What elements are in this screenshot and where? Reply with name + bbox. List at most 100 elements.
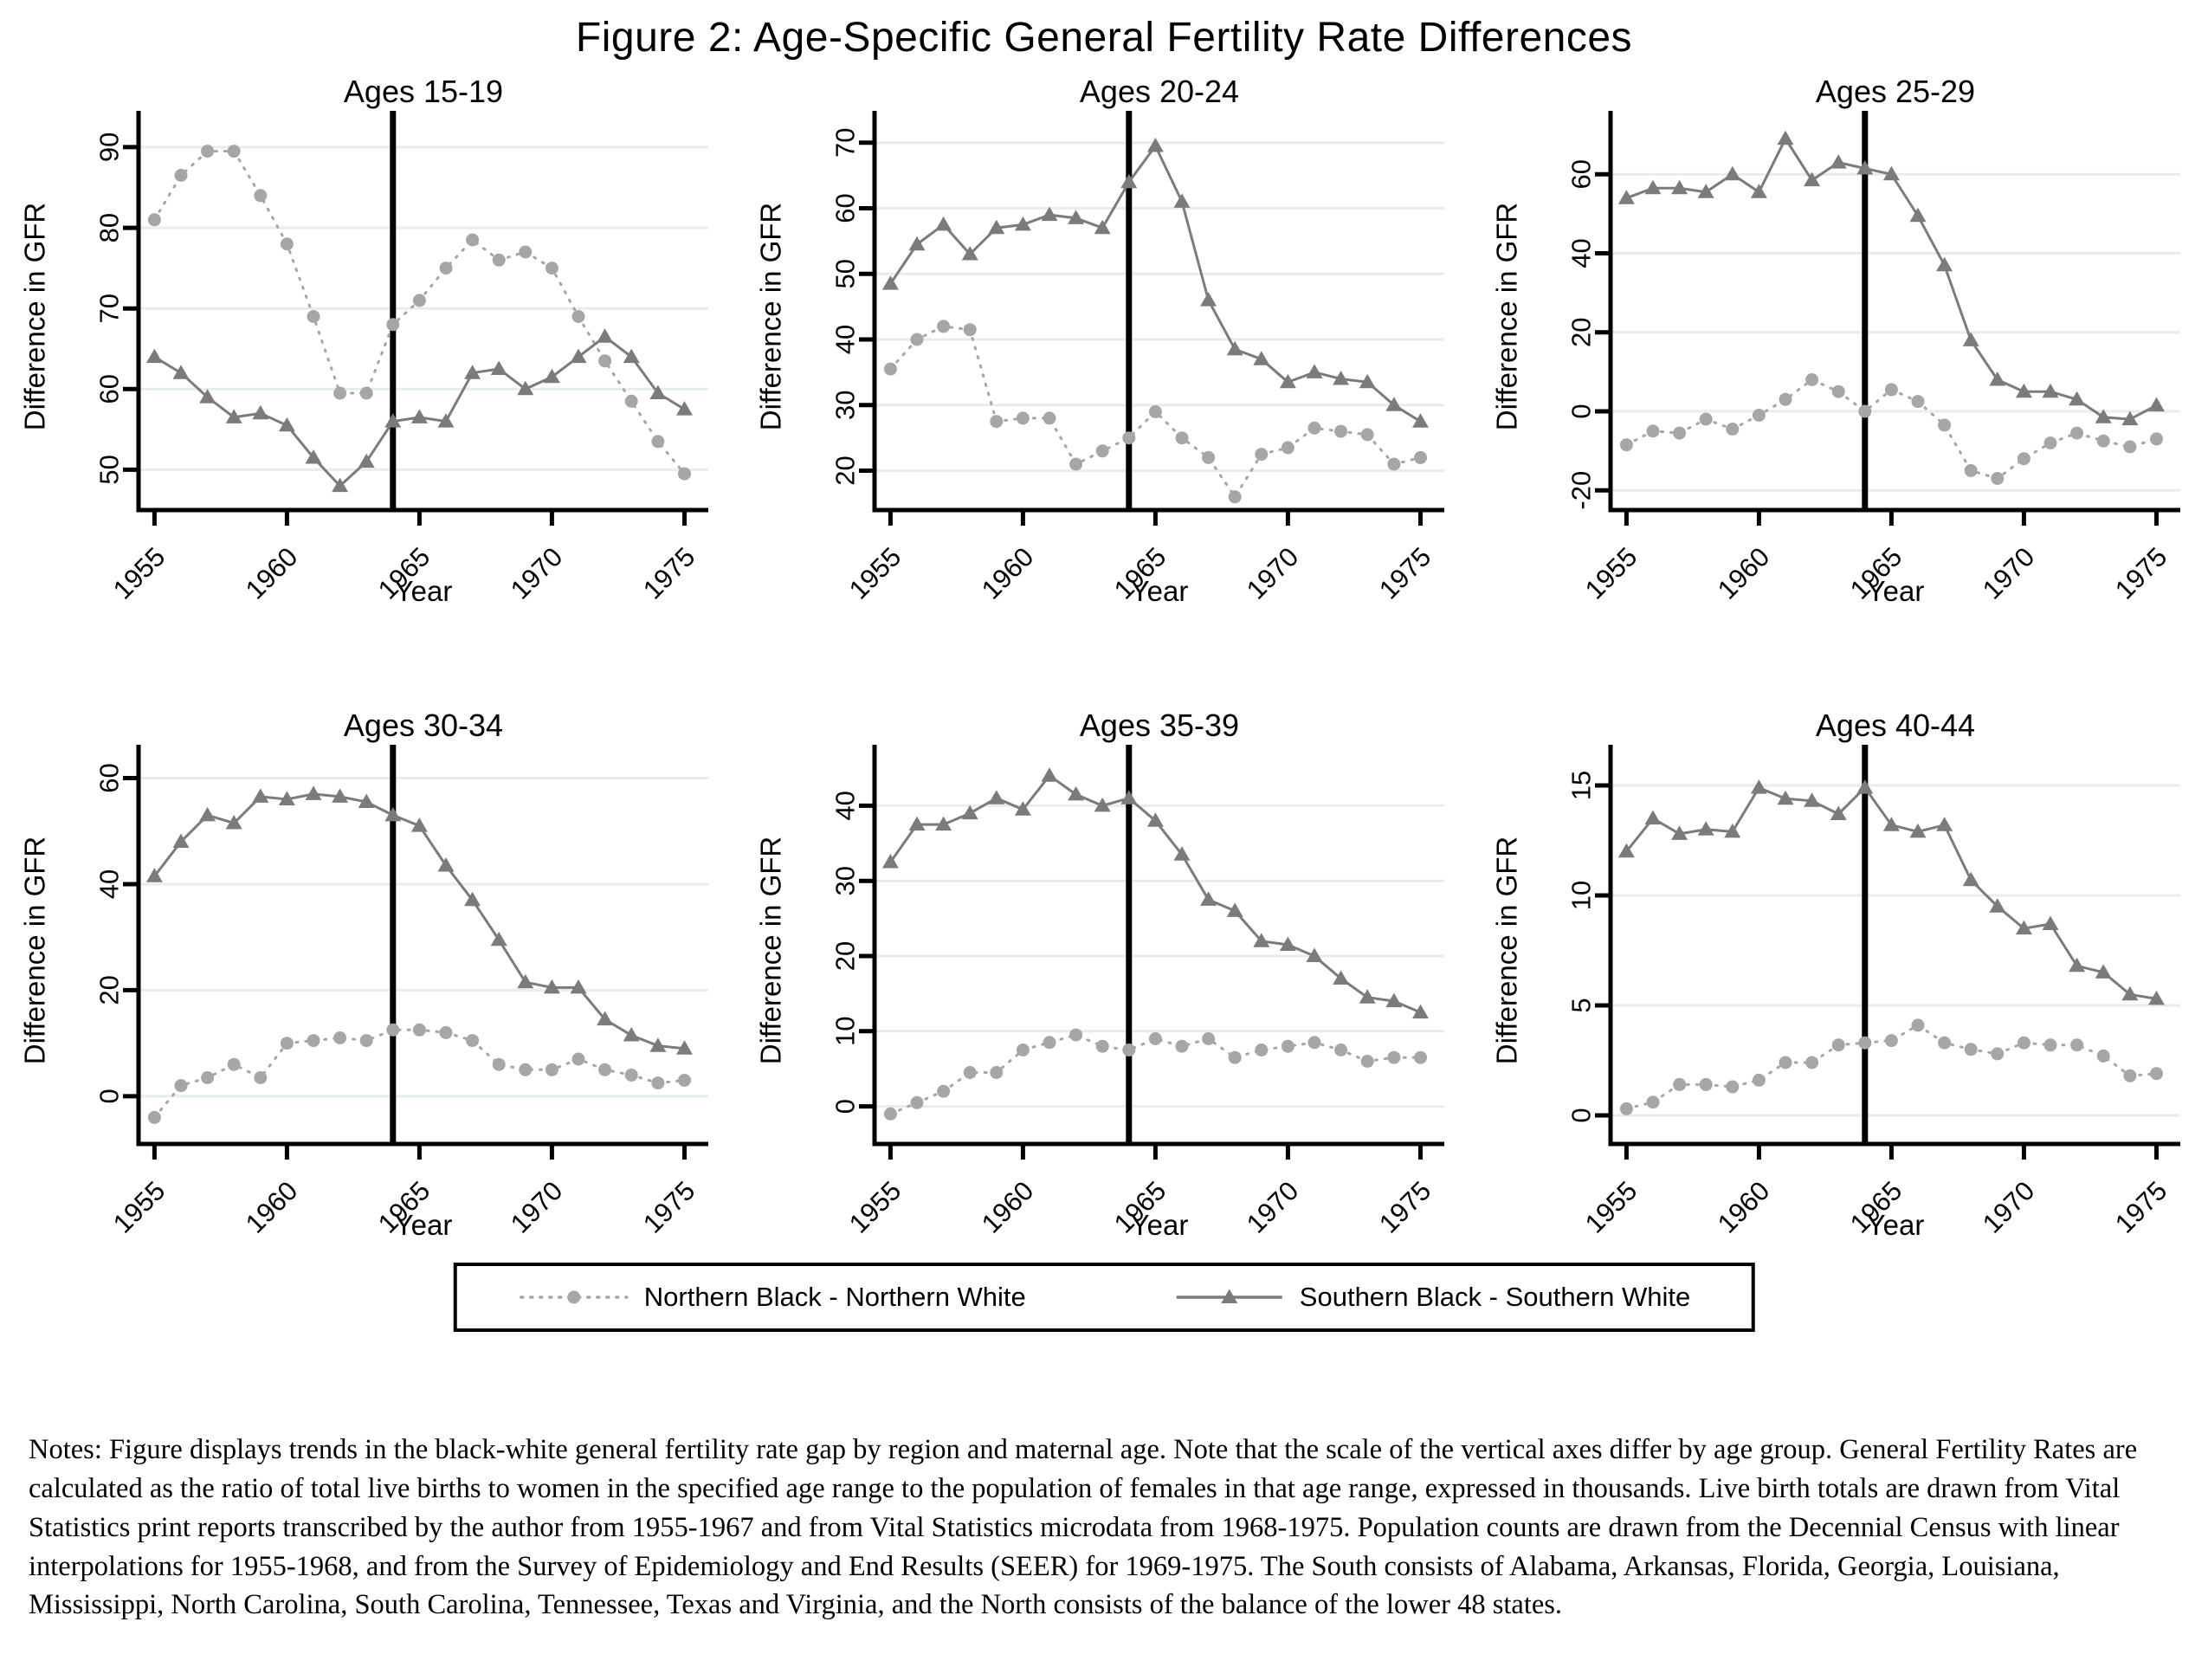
x-tick-label: 1970 bbox=[505, 541, 569, 605]
y-axis-title: Difference in GFR bbox=[19, 203, 51, 430]
x-tick-label: 1960 bbox=[1712, 541, 1776, 605]
gridlines bbox=[139, 777, 708, 1098]
y-tick-label: 90 bbox=[94, 132, 125, 162]
x-axis-title: Year bbox=[1131, 1209, 1189, 1241]
axes bbox=[859, 745, 1444, 1160]
chart-title: Ages 20-24 bbox=[1080, 74, 1239, 109]
y-tick-label: 60 bbox=[1566, 159, 1597, 189]
y-tick-label: 60 bbox=[94, 763, 125, 792]
y-axis-title: Difference in GFR bbox=[1491, 203, 1523, 430]
series-southern bbox=[1617, 130, 2165, 426]
x-tick-label: 1970 bbox=[1241, 1175, 1305, 1239]
y-tick-label: 20 bbox=[830, 456, 861, 485]
y-tick-label: 50 bbox=[94, 455, 125, 484]
x-tick-label: 1975 bbox=[2109, 541, 2173, 605]
legend-label-northern: Northern Black - Northern White bbox=[643, 1282, 1026, 1312]
x-tick-label: 1975 bbox=[2109, 1175, 2173, 1239]
y-tick-label: 0 bbox=[1566, 1108, 1597, 1122]
y-tick-label: 40 bbox=[1566, 238, 1597, 268]
x-tick-label: 1975 bbox=[1373, 541, 1437, 605]
x-tick-label: 1975 bbox=[637, 1175, 701, 1239]
x-tick-label: 1960 bbox=[976, 541, 1040, 605]
southern-solid-triangle-line-icon bbox=[1176, 1289, 1282, 1303]
x-tick-label: 1955 bbox=[843, 541, 907, 605]
y-tick-label: 0 bbox=[94, 1089, 125, 1103]
y-axis-title: Difference in GFR bbox=[1491, 837, 1523, 1064]
chart-ages-30-34: 0 20 40 60 1955 1960 1965 1970 1975 Ages 30-34 Dif… bbox=[0, 707, 736, 1244]
x-tick-label: 1955 bbox=[1579, 541, 1643, 605]
y-tick-label: 40 bbox=[830, 791, 861, 820]
chart-ages-40-44: 0 5 10 15 1955 1960 1965 1970 1975 Ages 40-44 Diff… bbox=[1472, 707, 2208, 1244]
x-tick-label: 1970 bbox=[1977, 541, 2041, 605]
series-southern bbox=[145, 328, 693, 493]
y-tick-label: 30 bbox=[830, 866, 861, 895]
y-tick-label: 30 bbox=[830, 391, 861, 420]
y-tick-label: -20 bbox=[1566, 471, 1597, 510]
y-tick-label: 60 bbox=[830, 193, 861, 223]
series-northern bbox=[1619, 373, 2163, 485]
x-tick-label: 1975 bbox=[1373, 1175, 1437, 1239]
x-axis-title: Year bbox=[395, 575, 453, 607]
gridlines bbox=[1611, 172, 2180, 492]
x-tick-label: 1970 bbox=[505, 1175, 569, 1239]
x-tick-label: 1955 bbox=[843, 1175, 907, 1239]
series-southern bbox=[145, 785, 693, 1055]
chart-ages-35-39: 0 10 20 30 40 1955 1960 1965 1970 1975 Ages 35-39 D… bbox=[736, 707, 1472, 1244]
x-tick-label: 1960 bbox=[240, 1175, 304, 1239]
northern-dotted-circle-line-icon bbox=[520, 1290, 629, 1304]
chart-ages-25-29: -20 0 20 40 60 1955 1960 1965 1970 1975 Ages 25-29… bbox=[1472, 73, 2208, 610]
legend: Northern Black - Northern White Southern… bbox=[453, 1263, 1755, 1332]
x-axis-title: Year bbox=[395, 1209, 453, 1241]
series-northern bbox=[883, 1028, 1427, 1121]
y-tick-label: 5 bbox=[1566, 998, 1597, 1012]
series-northern bbox=[1619, 1018, 2163, 1115]
chart-title: Ages 30-34 bbox=[344, 708, 503, 743]
x-tick-label: 1960 bbox=[240, 541, 304, 605]
y-tick-label: 60 bbox=[94, 374, 125, 404]
y-tick-label: 50 bbox=[830, 259, 861, 288]
y-tick-label: 20 bbox=[830, 941, 861, 971]
x-tick-label: 1955 bbox=[107, 1175, 171, 1239]
notes-text: Notes: Figure displays trends in the bla… bbox=[29, 1434, 2138, 1621]
x-tick-label: 1970 bbox=[1241, 541, 1305, 605]
x-tick-label: 1955 bbox=[107, 541, 171, 605]
charts-grid: 50 60 70 80 90 1955 1960 1965 1970 1975 Ages 15-19… bbox=[0, 73, 2208, 1244]
series-northern bbox=[147, 145, 691, 481]
x-tick-label: 1960 bbox=[1712, 1175, 1776, 1239]
axes bbox=[1595, 745, 2180, 1160]
y-axis-title: Difference in GFR bbox=[755, 203, 787, 430]
axes bbox=[123, 745, 708, 1160]
y-tick-label: 20 bbox=[94, 975, 125, 1005]
y-tick-label: 10 bbox=[830, 1017, 861, 1046]
chart-title: Ages 40-44 bbox=[1816, 708, 1975, 743]
x-tick-label: 1960 bbox=[976, 1175, 1040, 1239]
chart-title: Ages 35-39 bbox=[1080, 708, 1239, 743]
series-northern bbox=[883, 320, 1427, 504]
x-axis-title: Year bbox=[1867, 1209, 1925, 1241]
y-tick-label: 70 bbox=[94, 294, 125, 323]
x-axis-title: Year bbox=[1131, 575, 1189, 607]
chart-title: Ages 25-29 bbox=[1816, 74, 1975, 109]
x-axis-title: Year bbox=[1867, 575, 1925, 607]
x-tick-label: 1970 bbox=[1977, 1175, 2041, 1239]
chart-ages-15-19: 50 60 70 80 90 1955 1960 1965 1970 1975 Ages 15-19… bbox=[0, 73, 736, 610]
gridlines bbox=[1611, 784, 2180, 1117]
y-tick-label: 0 bbox=[1566, 404, 1597, 418]
y-tick-label: 40 bbox=[94, 869, 125, 899]
x-tick-label: 1975 bbox=[637, 541, 701, 605]
y-tick-label: 15 bbox=[1566, 771, 1597, 800]
legend-label-southern: Southern Black - Southern White bbox=[1299, 1282, 1691, 1312]
y-tick-label: 10 bbox=[1566, 881, 1597, 910]
y-tick-label: 70 bbox=[830, 127, 861, 157]
gridlines bbox=[875, 141, 1444, 472]
gridlines bbox=[875, 804, 1444, 1108]
